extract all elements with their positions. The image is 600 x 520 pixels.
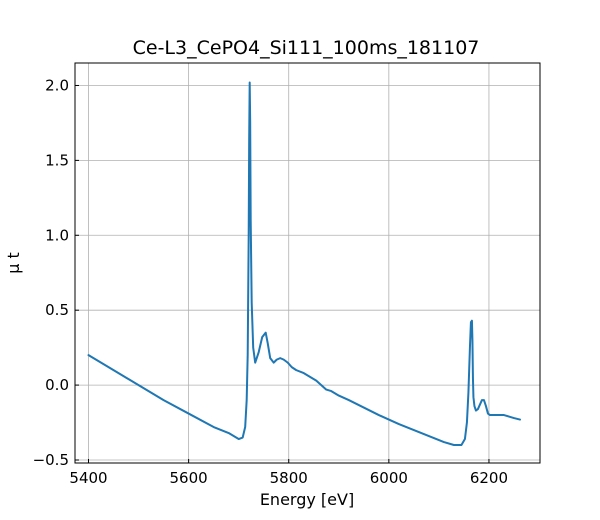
y-tick-label: 2.0 (45, 76, 69, 94)
x-tick-label: 5600 (170, 469, 208, 487)
ticks: 5400 5600 5800 6000 6200 −0.5 0.0 0.5 1.0 1.5 2.0 (33, 76, 508, 487)
y-tick-label: −0.5 (33, 451, 69, 469)
x-tick-label: 5800 (270, 469, 308, 487)
x-tick-label: 6200 (470, 469, 508, 487)
x-tick-label: 6000 (370, 469, 408, 487)
x-tick-label: 5400 (69, 469, 107, 487)
grid (75, 63, 540, 463)
plot-frame (74, 62, 541, 464)
y-tick-label: 0.5 (45, 301, 69, 319)
y-axis-label: μ t (4, 252, 23, 274)
series-line-0 (87, 81, 521, 447)
y-tick-label: 0.0 (45, 376, 69, 394)
y-tick-label: 1.0 (45, 226, 69, 244)
series-layer (87, 81, 521, 447)
x-axis-label: Energy [eV] (260, 490, 354, 509)
y-tick-label: 1.5 (45, 151, 69, 169)
chart-title: Ce-L3_CePO4_Si111_100ms_181107 (133, 37, 480, 59)
